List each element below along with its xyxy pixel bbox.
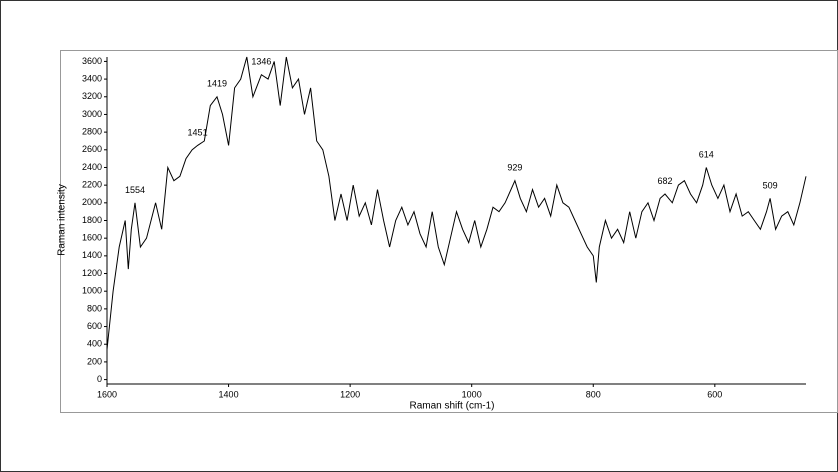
y-tick-label: 2400 bbox=[82, 162, 102, 172]
y-tick-label: 2200 bbox=[82, 180, 102, 190]
peak-label: 929 bbox=[507, 163, 522, 173]
y-tick-label: 400 bbox=[87, 339, 102, 349]
x-tick-label: 1200 bbox=[340, 389, 360, 399]
y-tick-label: 3000 bbox=[82, 109, 102, 119]
spectrum-line bbox=[106, 56, 807, 350]
y-tick-label: 1200 bbox=[82, 268, 102, 278]
x-tick-label: 1600 bbox=[97, 389, 117, 399]
x-axis-label: Raman shift (cm-1) bbox=[409, 401, 494, 412]
peak-label: 1419 bbox=[207, 79, 227, 89]
peak-label: 614 bbox=[699, 149, 714, 159]
peak-label: 509 bbox=[763, 180, 778, 190]
y-tick-label: 800 bbox=[87, 303, 102, 313]
y-tick-label: 3600 bbox=[82, 56, 102, 66]
x-tick-label: 600 bbox=[707, 389, 722, 399]
y-tick-label: 2600 bbox=[82, 144, 102, 154]
y-tick-label: 200 bbox=[87, 356, 102, 366]
y-tick-label: 600 bbox=[87, 321, 102, 331]
y-tick-label: 0 bbox=[97, 374, 102, 384]
y-tick-label: 3400 bbox=[82, 73, 102, 83]
y-tick-label: 2800 bbox=[82, 126, 102, 136]
y-tick-label: 2000 bbox=[82, 197, 102, 207]
y-tick-label: 1000 bbox=[82, 286, 102, 296]
y-tick-label: 1600 bbox=[82, 233, 102, 243]
y-tick-label: 1800 bbox=[82, 215, 102, 225]
y-tick-label: 3200 bbox=[82, 91, 102, 101]
x-tick-label: 1400 bbox=[219, 389, 239, 399]
peak-label: 1451 bbox=[188, 127, 208, 137]
y-tick-label: 1400 bbox=[82, 250, 102, 260]
peak-label: 682 bbox=[657, 176, 672, 186]
x-tick-label: 800 bbox=[586, 389, 601, 399]
x-tick-label: 1000 bbox=[462, 389, 482, 399]
peak-label: 1554 bbox=[125, 185, 145, 195]
peak-label: 1346 bbox=[251, 57, 271, 67]
y-axis-label: Raman intensity bbox=[57, 184, 68, 256]
